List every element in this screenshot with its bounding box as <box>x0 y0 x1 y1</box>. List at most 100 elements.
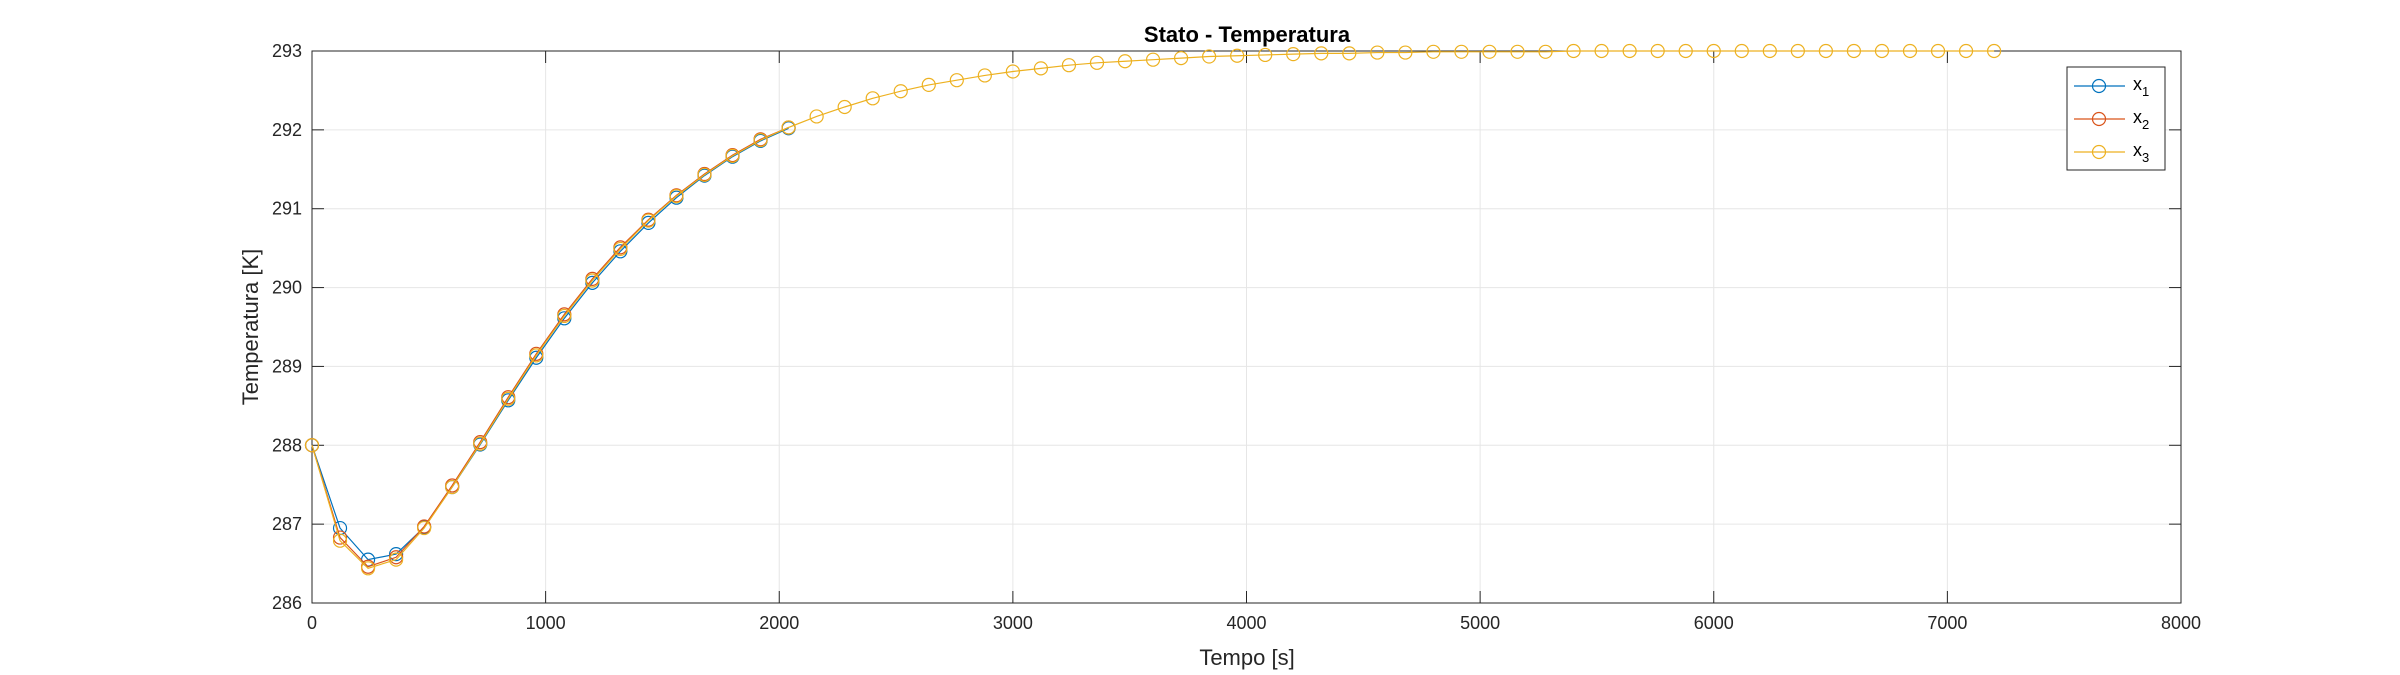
legend-label-name: x <box>2133 140 2142 160</box>
x-tick-label: 3000 <box>993 613 1033 633</box>
series-3-point <box>1902 43 1918 59</box>
series-3-point <box>1061 58 1077 73</box>
series-3-point <box>921 77 936 93</box>
x-tick-label: 2000 <box>759 613 799 633</box>
legend-item-1: x1 <box>2074 74 2149 99</box>
x-tick-label: 1000 <box>526 613 566 633</box>
series-3-point <box>1734 43 1749 59</box>
series-3-point <box>1706 43 1721 59</box>
x-tick-label: 5000 <box>1460 613 1500 633</box>
series-3-point <box>1398 45 1413 60</box>
series-3-point <box>1482 44 1497 59</box>
series-3-point <box>1930 43 1946 59</box>
legend-item-3: x3 <box>2074 140 2149 165</box>
y-tick-label: 287 <box>272 514 302 534</box>
series-3-point <box>865 91 880 106</box>
series-3-point <box>1426 44 1441 59</box>
series-3-point <box>304 438 320 453</box>
legend-label-subscript: 1 <box>2142 84 2149 99</box>
series-3-point <box>837 99 852 115</box>
series-3-point <box>360 561 376 576</box>
series-3-point <box>1874 43 1890 59</box>
series-3-point <box>1566 43 1581 59</box>
legend-label-subscript: 2 <box>2142 117 2149 132</box>
series-3-point <box>332 533 348 548</box>
series-3-point <box>893 84 908 99</box>
y-tick-label: 289 <box>272 356 302 376</box>
series-3-point <box>781 120 796 135</box>
x-tick-label: 8000 <box>2161 613 2201 633</box>
legend-marker <box>2091 111 2107 127</box>
series-3-point <box>697 167 712 182</box>
series-3-point <box>809 109 824 124</box>
series-3-point <box>1089 55 1105 70</box>
series-3 <box>304 43 2002 576</box>
series-3-point <box>389 552 404 567</box>
chart-title: Stato - Temperatura <box>1144 22 1351 47</box>
series-3-point <box>1762 43 1777 59</box>
axes: 0 1000 2000 3000 4000 5000 6000 7000 8000 286 287 2… <box>272 41 2201 633</box>
series-3-point <box>1342 46 1357 61</box>
series-3-point <box>669 188 684 204</box>
series-3-point <box>1202 49 1217 64</box>
series-3-point <box>529 348 544 363</box>
x-tick-label: 7000 <box>1927 613 1967 633</box>
series-3-point <box>445 479 460 495</box>
y-tick-label: 290 <box>272 278 302 298</box>
y-tick-label: 292 <box>272 120 302 140</box>
series-3-point <box>417 520 432 536</box>
series-3-point <box>1510 44 1525 59</box>
series-3-point <box>1594 43 1609 59</box>
y-tick-label: 291 <box>272 199 302 219</box>
series-3-point <box>1790 43 1805 59</box>
series-3-point <box>977 68 992 83</box>
series-3-point <box>1678 43 1693 59</box>
series-2-point <box>332 530 348 545</box>
x-axis-label: Tempo [s] <box>1199 645 1294 670</box>
legend-label-subscript: 3 <box>2142 150 2149 165</box>
series-1-point <box>389 547 404 562</box>
legend-label-name: x <box>2133 74 2142 94</box>
legend-label: x2 <box>2133 107 2149 132</box>
series-3-line <box>311 50 1995 569</box>
series-3-point <box>1145 52 1161 67</box>
series-3-point <box>1286 47 1301 62</box>
series-3-point <box>1958 43 1974 59</box>
y-axis-label: Temperatura [K] <box>238 249 263 406</box>
series-3-point <box>1818 43 1833 59</box>
series-3-point <box>613 241 628 257</box>
series-3-point <box>1538 44 1553 59</box>
series-3-point <box>725 148 740 163</box>
series-3-point <box>1622 43 1637 59</box>
series-3-point <box>557 308 572 324</box>
y-tick-label: 286 <box>272 593 302 613</box>
legend-marker <box>2091 144 2107 160</box>
legend-marker <box>2091 78 2107 94</box>
series-3-point <box>585 273 600 288</box>
series-3-point <box>1846 43 1862 59</box>
y-tick-label: 288 <box>272 435 302 455</box>
y-tick-label: 293 <box>272 41 302 61</box>
x-tick-label: 0 <box>307 613 317 633</box>
legend-item-2: x2 <box>2074 107 2149 132</box>
series-3-point <box>1173 50 1189 66</box>
legend-label: x1 <box>2133 74 2149 99</box>
series-3-point <box>641 213 656 228</box>
series-3-point <box>1230 48 1245 63</box>
series-3-point <box>501 391 516 406</box>
series-3-point <box>1454 44 1469 59</box>
series-3-point <box>1005 64 1020 79</box>
series-3-point <box>949 73 964 88</box>
x-tick-label: 6000 <box>1694 613 1734 633</box>
series-3-point <box>1033 61 1049 76</box>
legend-label: x3 <box>2133 140 2149 165</box>
legend-label-name: x <box>2133 107 2142 127</box>
series-3-point <box>1986 43 2002 59</box>
series-3-point <box>473 436 488 451</box>
series-3-point <box>1370 45 1385 60</box>
series-layer <box>304 43 2002 576</box>
series-3-point <box>753 133 768 148</box>
series-3-point <box>1314 46 1329 61</box>
